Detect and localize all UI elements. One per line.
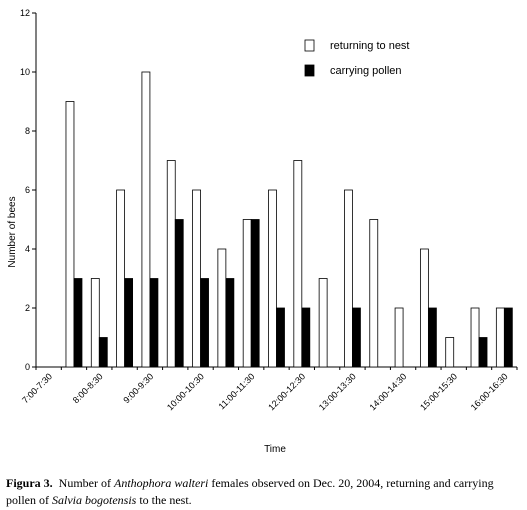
bar-returning-to-nest [65,101,75,368]
caption-text-1: Number of [58,476,114,490]
caption-text-3: to the nest. [136,493,192,507]
legend-label-carrying-pollen: carrying pollen [330,65,402,77]
bar-carrying-pollen [149,278,159,368]
x-tick-label: 15:00-15:30 [418,371,459,412]
y-tick-label: 12 [20,8,30,18]
x-tick-label: 10:00-10:30 [165,371,206,412]
x-tick-label: 13:00-13:30 [317,371,358,412]
bar-carrying-pollen [301,307,311,368]
bar-chart: 0 2 4 6 8 10 12 7:00-7:30 8:00-8:30 9:00-9:30 10:… [7,8,518,455]
x-axis: 7:00-7:30 8:00-8:30 9:00-9:30 10:00-10:30 11… [20,366,518,412]
bar-carrying-pollen [276,307,285,368]
y-tick-label: 0 [25,362,30,372]
bar-carrying-pollen [352,307,361,368]
legend: returning to nest carrying pollen [304,39,410,77]
bar-carrying-pollen [250,219,260,368]
bar-returning-to-nest [394,307,404,368]
bar-carrying-pollen [427,307,437,368]
bar-returning-to-nest [116,189,126,368]
caption-label: Figura 3. [6,476,53,490]
bar-returning-to-nest [192,189,201,368]
bar-returning-to-nest [217,248,227,368]
x-tick-label: 16:00-16:30 [469,371,510,412]
legend-swatch-carrying-pollen [304,64,315,77]
bar-carrying-pollen [174,219,184,368]
bar-carrying-pollen [200,278,209,368]
x-tick-label: 14:00-14:30 [367,371,408,412]
bar-returning-to-nest [369,219,379,368]
y-tick-label: 4 [25,244,30,254]
y-axis-title: Number of bees [7,196,18,267]
bar-returning-to-nest [166,160,176,368]
bar-returning-to-nest [141,71,151,368]
bar-returning-to-nest [242,219,252,368]
y-axis: 0 2 4 6 8 10 12 [20,8,37,372]
bar-carrying-pollen [225,278,235,368]
x-tick-label: 7:00-7:30 [20,371,54,405]
bar-returning-to-nest [344,189,353,368]
x-tick-label: 12:00-12:30 [266,371,307,412]
bar-returning-to-nest [293,160,303,368]
y-tick-label: 8 [25,126,30,136]
figure-caption: Figura 3. Number of Anthophora walteri f… [6,475,521,509]
bar-carrying-pollen [124,278,134,368]
bar-returning-to-nest [470,307,480,368]
bar-carrying-pollen [478,337,488,368]
bar-returning-to-nest [268,189,277,368]
bar-carrying-pollen [73,278,83,368]
y-tick-label: 6 [25,185,30,195]
x-tick-label: 8:00-8:30 [71,371,105,405]
bar-carrying-pollen [503,307,513,368]
x-tick-label: 9:00-9:30 [121,371,155,405]
x-axis-title: Time [264,444,286,455]
bar-returning-to-nest [419,248,429,368]
caption-species-1: Anthophora walteri [114,476,209,490]
bar-returning-to-nest [318,278,328,368]
y-tick-label: 10 [20,67,30,77]
bar-returning-to-nest [90,278,100,368]
bars [65,71,513,368]
bar-returning-to-nest [445,337,455,368]
x-tick-label: 11:00-11:30 [216,371,256,411]
caption-text-2: females observed on Dec. 20, 2004, retur… [6,476,494,507]
bar-returning-to-nest [495,307,505,368]
y-tick-label: 2 [25,303,30,313]
legend-label-returning-to-nest: returning to nest [330,40,410,52]
bar-carrying-pollen [98,337,108,368]
caption-species-2: Salvia bogotensis [52,493,137,507]
legend-swatch-returning-to-nest [304,39,315,52]
